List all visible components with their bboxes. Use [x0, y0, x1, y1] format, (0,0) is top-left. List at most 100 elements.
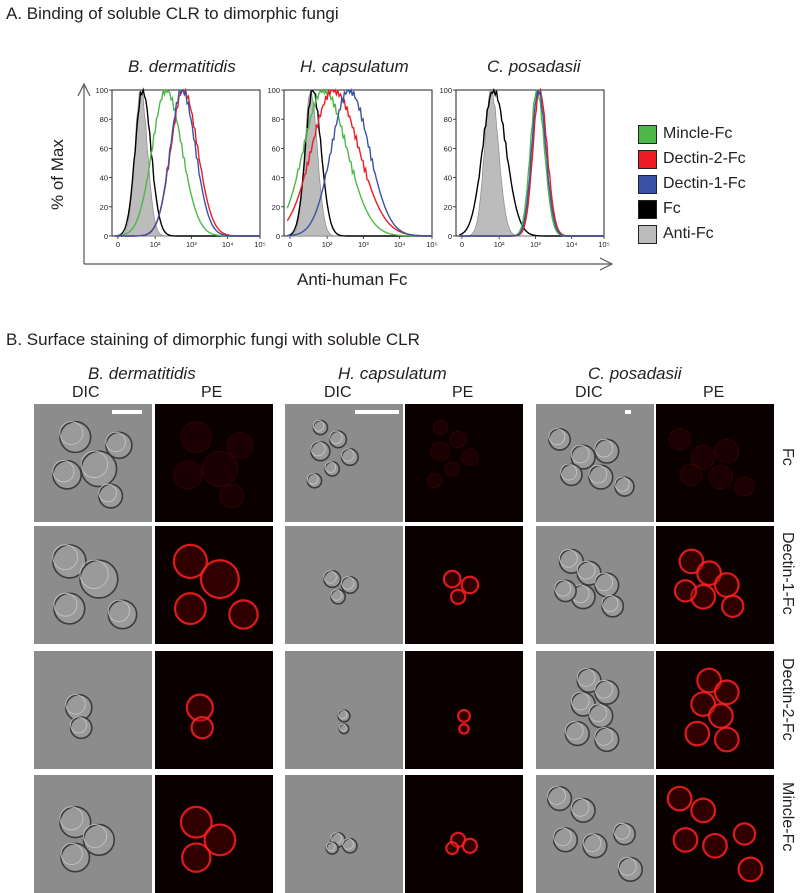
row-label-dectin-1: Dectin-1-Fc — [779, 532, 796, 615]
micrograph-pe-mincle-fc-species-1 — [155, 775, 273, 893]
cell-brightfield — [570, 797, 596, 824]
x-axis-label: Anti-human Fc — [297, 270, 408, 289]
cell-fluorescent — [201, 450, 239, 488]
y-tick-label: 80 — [100, 115, 108, 124]
cell-highlight — [310, 441, 326, 457]
panel-a-heading: A. Binding of soluble CLR to dimorphic f… — [6, 4, 339, 23]
cell-highlight — [594, 572, 614, 592]
cell-fluorescent — [690, 797, 717, 824]
cell-brightfield — [601, 594, 625, 618]
y-tick-label: 100 — [267, 86, 280, 95]
legend-swatch-dectin-1 — [638, 174, 657, 194]
cell-highlight — [588, 703, 608, 723]
series-dectin-1-fc — [115, 89, 260, 237]
x-axis-arrowhead — [599, 257, 614, 271]
cell-brightfield — [564, 720, 590, 747]
cell-highlight — [59, 806, 84, 831]
cell-fluorescent — [734, 476, 755, 497]
legend-item-anti-fc: Anti-Fc — [638, 224, 714, 244]
legend-swatch-anti-fc — [638, 224, 657, 244]
cell-brightfield — [582, 833, 608, 859]
cell-fluorescent — [190, 715, 214, 740]
cell-brightfield — [98, 483, 124, 509]
cell-brightfield — [105, 431, 133, 460]
cell-fluorescent — [678, 548, 705, 575]
cell-fluorescent — [460, 575, 480, 595]
legend-item-fc: Fc — [638, 199, 681, 219]
micrograph-pe-dectin-2-fc-species-1 — [155, 651, 273, 769]
micrograph-pe-dectin-1-fc-species-3 — [656, 526, 774, 644]
x-tick-label: 0 — [460, 240, 464, 249]
cell-brightfield — [80, 450, 118, 488]
x-tick-label: 10³ — [530, 240, 541, 249]
panel-b-heading: B. Surface staining of dimorphic fungi w… — [6, 330, 420, 349]
cell-brightfield — [82, 823, 116, 857]
cell-brightfield — [613, 822, 636, 846]
series-mincle-fc — [286, 87, 432, 237]
legend-label-dectin-1: Dectin-1-Fc — [663, 175, 746, 192]
legend-label-anti-fc: Anti-Fc — [663, 225, 714, 242]
cell-fluorescent — [228, 599, 259, 630]
cell-brightfield — [52, 544, 87, 579]
micrograph-dic-mincle-fc-species-1 — [34, 775, 152, 893]
legend-item-dectin-2: Dectin-2-Fc — [638, 149, 746, 169]
cell-highlight — [105, 431, 126, 453]
legend-label-mincle: Mincle-Fc — [663, 125, 733, 142]
y-tick-label: 40 — [272, 174, 280, 183]
cell-fluorescent — [430, 441, 451, 462]
y-tick-label: 100 — [95, 86, 108, 95]
cell-highlight — [337, 709, 348, 720]
x-tick-label: 0 — [116, 240, 120, 249]
cell-fluorescent — [173, 592, 207, 626]
row-label-dectin-2: Dectin-2-Fc — [779, 658, 796, 741]
micrograph-dic-mincle-fc-species-2 — [285, 775, 403, 893]
cell-highlight — [560, 463, 578, 481]
cell-highlight — [548, 428, 566, 446]
cell-fluorescent — [181, 842, 212, 873]
micrograph-dic-dectin-1-fc-species-3 — [536, 526, 654, 644]
x-tick-label: 10⁴ — [566, 240, 578, 249]
cell-fluorescent — [708, 464, 734, 490]
micrograph-dic-dectin-1-fc-species-2 — [285, 526, 403, 644]
cell-fluorescent — [666, 785, 693, 812]
y-tick-label: 80 — [272, 115, 280, 124]
cell-fluorescent — [461, 448, 479, 466]
cell-fluorescent — [713, 679, 740, 706]
cell-brightfield — [588, 703, 614, 729]
cell-brightfield — [306, 472, 323, 489]
y-tick-label: 60 — [444, 144, 452, 153]
x-tick-label: 10⁵ — [598, 240, 609, 249]
cell-fluorescent — [690, 583, 717, 610]
cell-highlight — [341, 576, 355, 590]
cell-highlight — [559, 549, 578, 568]
histogram-h-capsulatum: 0 20 40 60 80 100 0 10² 10³ 10⁴ 10⁵ — [267, 86, 437, 249]
micrograph-dic-dectin-1-fc-species-1 — [34, 526, 152, 644]
cell-highlight — [618, 857, 637, 876]
cell-brightfield — [570, 691, 596, 717]
cell-highlight — [594, 727, 614, 746]
cell-fluorescent — [226, 431, 254, 459]
cell-brightfield — [594, 572, 620, 598]
y-tick-label: 0 — [276, 232, 280, 241]
cell-highlight — [554, 579, 572, 597]
cell-brightfield — [330, 588, 346, 605]
cell-brightfield — [329, 430, 348, 449]
cell-fluorescent — [173, 460, 203, 490]
cell-brightfield — [52, 459, 83, 490]
legend-item-mincle: Mincle-Fc — [638, 124, 732, 144]
cell-fluorescent — [426, 473, 443, 489]
micrograph-pe-fc-species-3 — [656, 404, 774, 522]
cell-brightfield — [323, 570, 342, 589]
x-tick-label: 10⁴ — [394, 240, 406, 249]
cell-fluorescent — [672, 827, 699, 853]
cell-highlight — [594, 680, 614, 699]
scale-bar-2 — [355, 410, 399, 414]
cell-highlight — [329, 430, 343, 444]
micrograph-dic-mincle-fc-species-3 — [536, 775, 654, 893]
cell-fluorescent — [203, 823, 237, 857]
cell-highlight — [570, 691, 590, 711]
micrograph-pe-fc-species-1 — [155, 404, 273, 522]
legend-label-dectin-2: Dectin-2-Fc — [663, 150, 746, 167]
scale-bar-1 — [112, 410, 142, 414]
x-tick-label: 10⁴ — [222, 240, 234, 249]
